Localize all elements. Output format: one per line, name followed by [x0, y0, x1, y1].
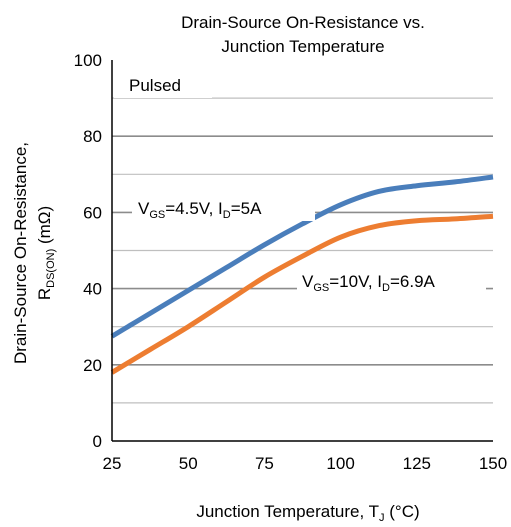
series-line-1	[110, 174, 494, 339]
pulsed-annotation-box	[114, 70, 212, 98]
y-axis-label-line1: Drain-Source On-Resistance,	[11, 142, 30, 364]
series-lines	[110, 174, 494, 375]
x-tick-label: 75	[255, 454, 274, 473]
x-tick-label: 50	[179, 454, 198, 473]
series-label-vgs-4-5v: VGS=4.5V, ID=5A	[138, 199, 262, 221]
x-axis-label: Junction Temperature, TJ (°C)	[196, 502, 419, 524]
y-tick-label: 100	[74, 51, 102, 70]
grid	[112, 97, 493, 404]
x-tick-label: 125	[403, 454, 431, 473]
series-line-2	[110, 213, 494, 375]
series-label-bg-2	[297, 265, 486, 293]
pulsed-annotation: Pulsed	[129, 76, 181, 95]
y-tick-label: 20	[83, 356, 102, 375]
tick-labels: 25 50 75 100 125 150 0 20 40 60 80 100	[74, 51, 508, 473]
y-tick-label: 0	[93, 432, 102, 451]
y-tick-label: 60	[83, 203, 102, 222]
y-tick-label: 80	[83, 127, 102, 146]
series-label-vgs-10v: VGS=10V, ID=6.9A	[302, 272, 436, 294]
series-label-bg-1	[132, 193, 315, 221]
axes	[111, 60, 493, 442]
x-tick-label: 150	[479, 454, 507, 473]
x-tick-label: 25	[103, 454, 122, 473]
y-tick-label: 40	[83, 280, 102, 299]
y-axis-label: Drain-Source On-Resistance, RDS(ON) (mΩ)	[11, 142, 57, 364]
x-tick-label: 100	[326, 454, 354, 473]
y-axis-label-line2: RDS(ON) (mΩ)	[35, 206, 57, 300]
chart-title-line2: Junction Temperature	[221, 37, 384, 56]
chart-title-line1: Drain-Source On-Resistance vs.	[181, 13, 425, 32]
